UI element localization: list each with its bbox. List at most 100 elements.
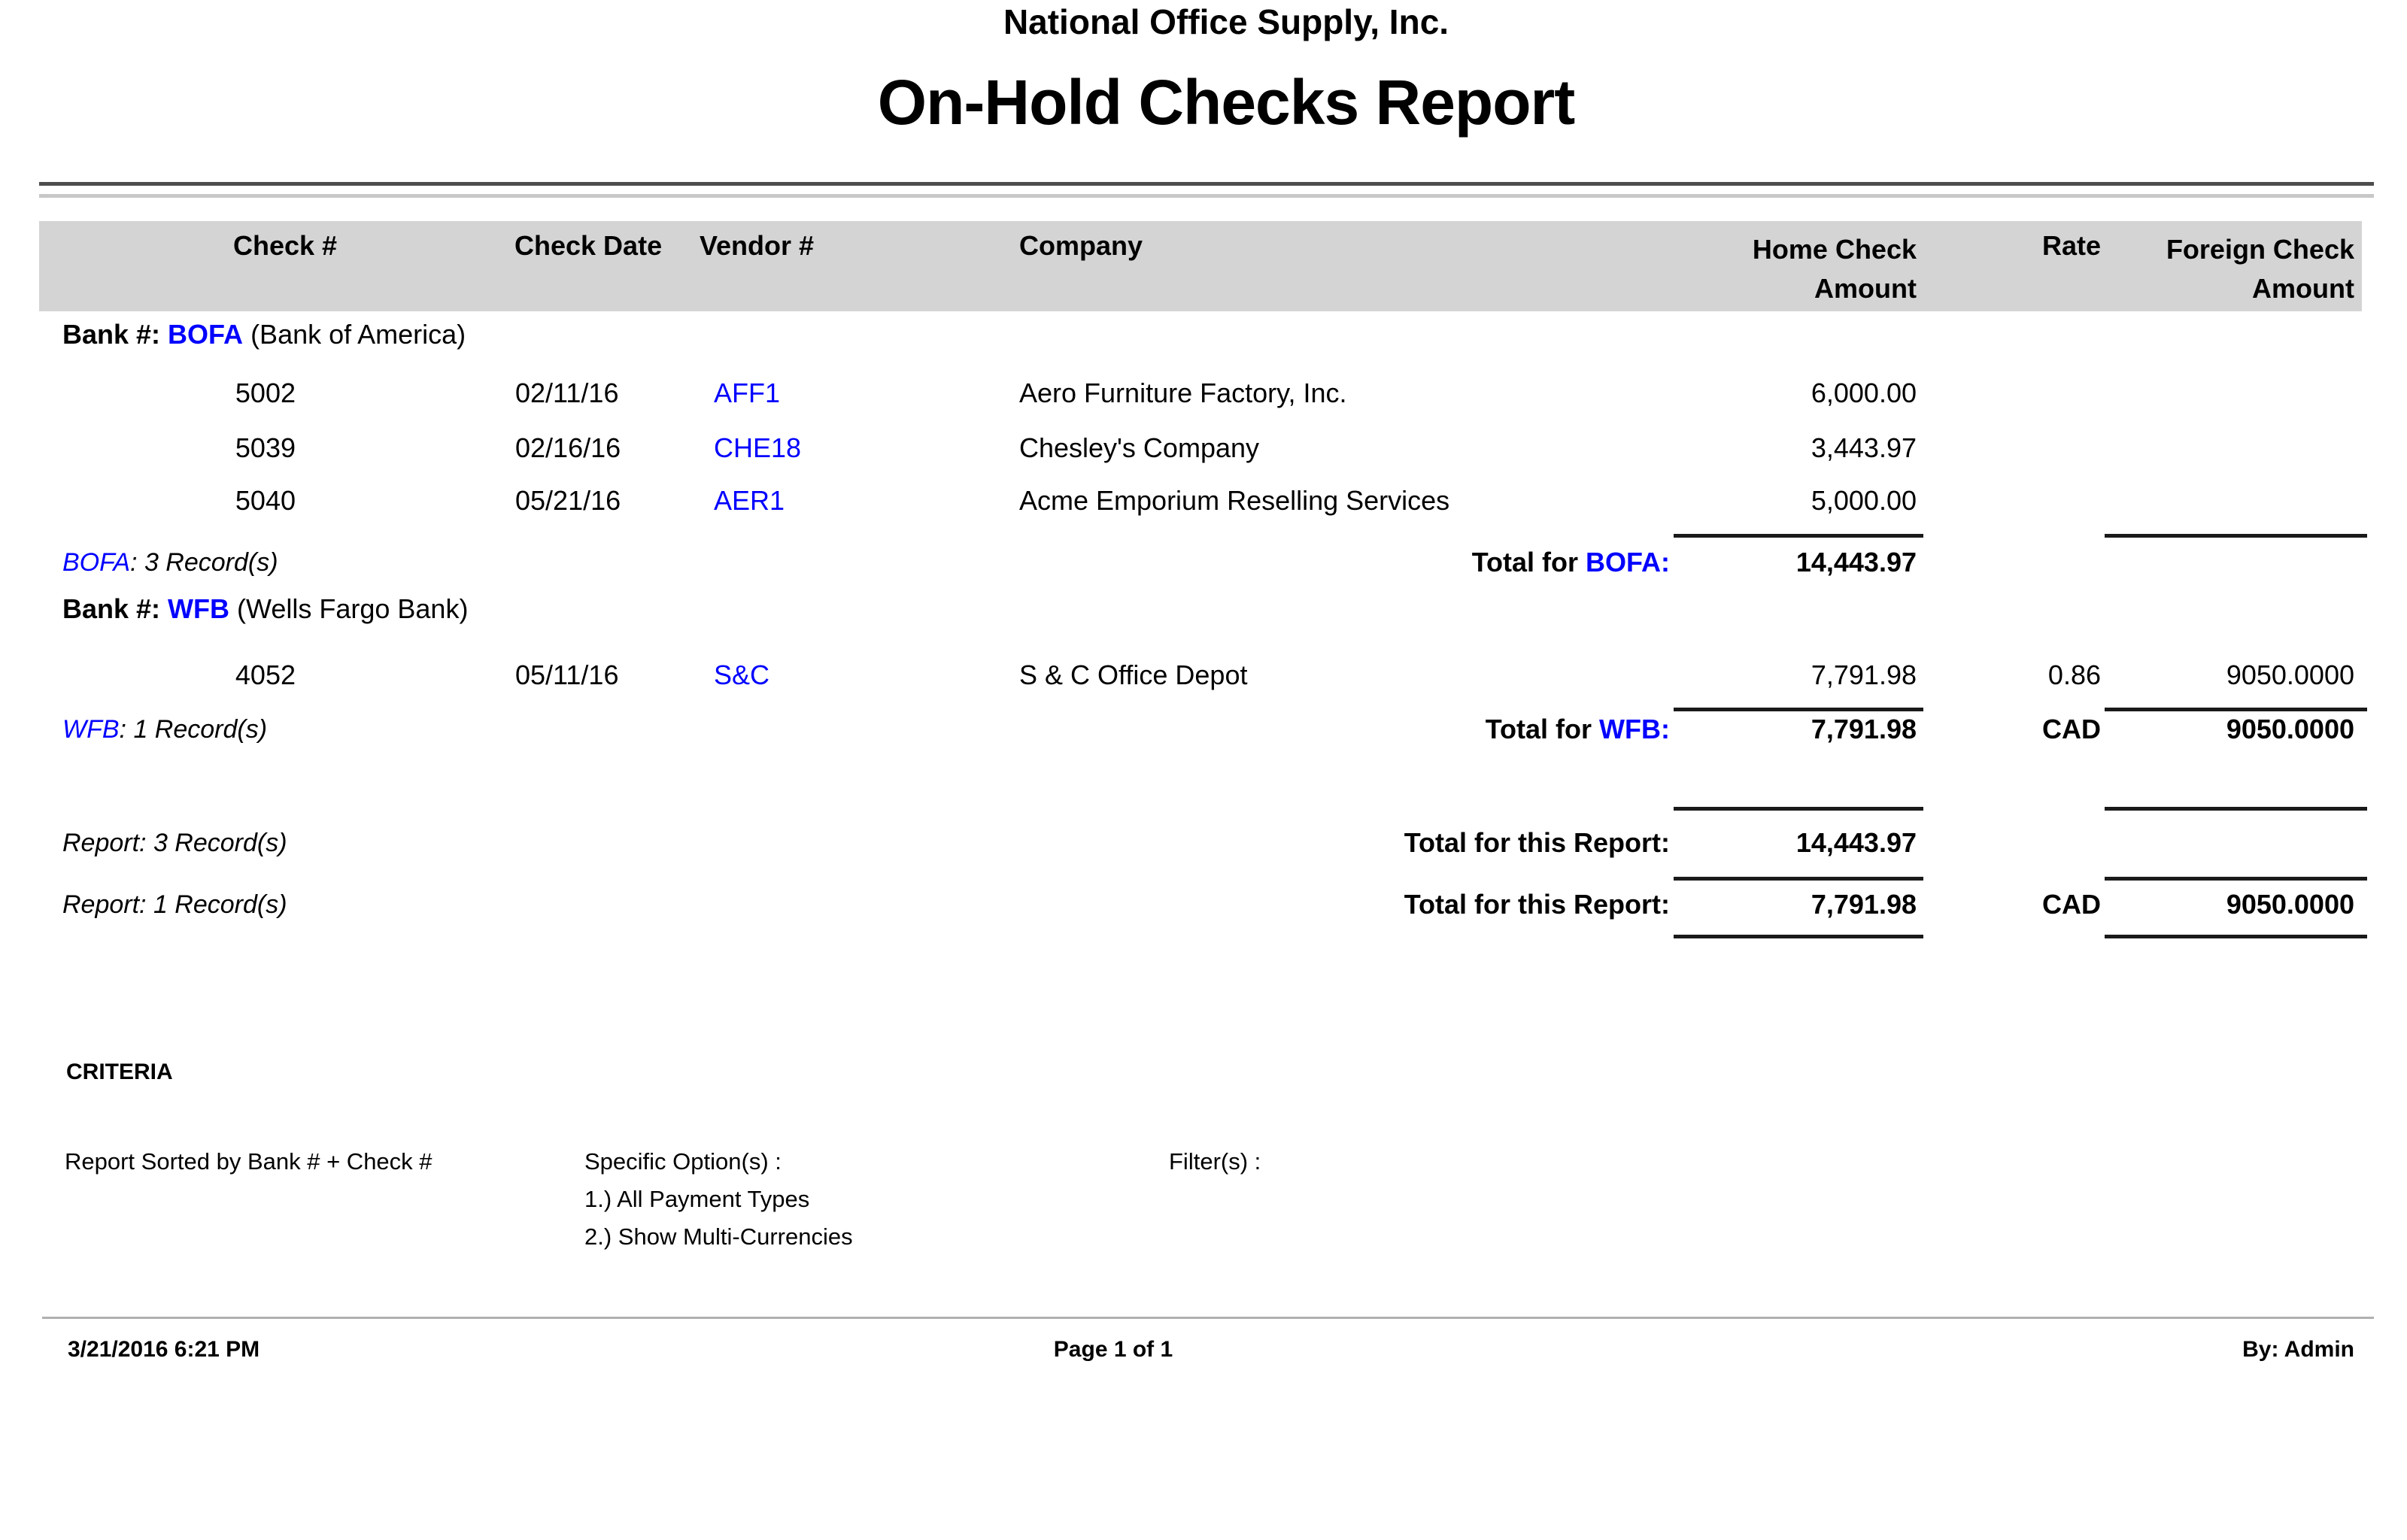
report-bottom-rule-foreign (2105, 935, 2367, 938)
footer-generated-by: By: Admin (2242, 1337, 2354, 1362)
criteria-filters-label: Filter(s) : (1169, 1148, 1261, 1175)
criteria-option-item: 2.) Show Multi-Currencies (584, 1223, 853, 1250)
bank-label: Bank #: (62, 319, 161, 350)
report-total-label: Total for this Report: (1404, 889, 1670, 920)
group-total-home-amount: 7,791.98 (1811, 714, 1917, 744)
column-header-check: Check # (233, 230, 338, 261)
report-total-rule-home (1674, 877, 1923, 881)
company-cell: Aero Furniture Factory, Inc. (1019, 377, 1347, 408)
group-total-home-amount: 14,443.97 (1795, 547, 1917, 578)
table-row: 5002 02/11/16 AFF1 Aero Furniture Factor… (0, 377, 2407, 411)
group-total-rule-home (1674, 708, 1923, 711)
group-record-count: BOFA: 3 Record(s) (62, 546, 278, 579)
check-date-cell: 02/16/16 (515, 432, 621, 463)
vendor-code-link[interactable]: AFF1 (714, 377, 781, 408)
bank-group-header: Bank #: WFB (Wells Fargo Bank) (0, 593, 2407, 627)
home-amount-cell: 7,791.98 (1811, 659, 1917, 690)
report-total-foreign-amount: 9050.0000 (2226, 889, 2354, 920)
column-header-home-line2: Amount (1814, 273, 1917, 304)
group-total-foreign-amount: 9050.0000 (2226, 714, 2354, 744)
group-total-label: Total for BOFA: (1279, 546, 1670, 579)
check-number-cell: 4052 (235, 659, 296, 690)
group-total-currency: CAD (2042, 714, 2101, 744)
report-record-count: Report: 3 Record(s) (62, 829, 287, 857)
title-divider-dark (39, 182, 2374, 186)
group-total-row: BOFA: 3 Record(s) Total for BOFA: 14,443.… (0, 546, 2407, 581)
report-total-row: Report: 3 Record(s) Total for this Repor… (0, 826, 2407, 861)
column-header-foreign-line1: Foreign Check (2166, 234, 2354, 265)
report-bottom-rule-home (1674, 935, 1923, 938)
vendor-code-link[interactable]: CHE18 (714, 432, 802, 463)
report-total-currency: CAD (2042, 889, 2101, 920)
group-total-label: Total for WFB: (1279, 713, 1670, 746)
footer-page-number: Page 1 of 1 (1053, 1337, 1173, 1362)
table-row: 5039 02/16/16 CHE18 Chesley's Company 3,… (0, 432, 2407, 466)
bank-name: (Wells Fargo Bank) (237, 593, 469, 624)
vendor-code-link[interactable]: AER1 (714, 485, 785, 516)
report-total-rule-foreign (2105, 877, 2367, 881)
report-total-rule-home (1674, 807, 1923, 811)
table-row: 5040 05/21/16 AER1 Acme Emporium Reselli… (0, 484, 2407, 519)
bank-label: Bank #: (62, 593, 161, 624)
company-cell: S & C Office Depot (1019, 659, 1248, 690)
column-header-home-line1: Home Check (1752, 234, 1917, 265)
check-date-cell: 02/11/16 (515, 377, 619, 408)
column-header-company: Company (1019, 230, 1143, 261)
home-amount-cell: 5,000.00 (1811, 485, 1917, 516)
column-header-foreign-check-amount: Foreign Check Amount (2129, 230, 2354, 308)
criteria-heading: CRITERIA (66, 1060, 173, 1084)
bank-group-header: Bank #: BOFA (Bank of America) (0, 318, 2407, 353)
bank-code-link[interactable]: BOFA (168, 319, 244, 350)
check-number-cell: 5039 (235, 432, 296, 463)
table-header-band (39, 221, 2362, 311)
group-total-rule-foreign (2105, 534, 2367, 538)
group-total-label-code: WFB: (1599, 714, 1670, 744)
group-record-count-code: BOFA (62, 548, 131, 577)
column-header-home-check-amount: Home Check Amount (1691, 230, 1917, 308)
group-total-label-code: BOFA: (1586, 547, 1670, 578)
title-divider-light (39, 194, 2374, 198)
company-cell: Acme Emporium Reselling Services (1019, 485, 1450, 516)
criteria-options-block: Specific Option(s) : 1.) All Payment Typ… (584, 1143, 853, 1256)
report-total-row: Report: 1 Record(s) Total for this Repor… (0, 888, 2407, 923)
group-total-rule-foreign (2105, 708, 2367, 711)
vendor-code-link[interactable]: S&C (714, 659, 770, 690)
group-total-label-prefix: Total for (1485, 714, 1592, 744)
check-date-cell: 05/11/16 (515, 659, 619, 690)
group-record-count-code: WFB (62, 715, 120, 744)
report-total-home-amount: 7,791.98 (1811, 889, 1917, 920)
table-row: 4052 05/11/16 S&C S & C Office Depot 7,7… (0, 659, 2407, 693)
group-total-rule-home (1674, 534, 1923, 538)
column-header-rate: Rate (2041, 230, 2101, 261)
criteria-options-label: Specific Option(s) : (584, 1148, 782, 1175)
criteria-option-item: 1.) All Payment Types (584, 1186, 810, 1212)
company-name: National Office Supply, Inc. (1003, 2, 1449, 41)
report-total-home-amount: 14,443.97 (1795, 827, 1917, 858)
check-number-cell: 5040 (235, 485, 296, 516)
foreign-amount-cell: 9050.0000 (2226, 659, 2354, 690)
home-amount-cell: 3,443.97 (1811, 432, 1917, 463)
rate-cell: 0.86 (2047, 659, 2101, 690)
company-cell: Chesley's Company (1019, 432, 1260, 463)
group-total-label-prefix: Total for (1471, 547, 1578, 578)
bank-name: (Bank of America) (250, 319, 466, 350)
group-total-row: WFB: 1 Record(s) Total for WFB: 7,791.98 … (0, 713, 2407, 747)
check-date-cell: 05/21/16 (515, 485, 621, 516)
check-number-cell: 5002 (235, 377, 296, 408)
group-record-count: WFB: 1 Record(s) (62, 713, 267, 746)
report-total-label: Total for this Report: (1404, 827, 1670, 858)
bank-code-link[interactable]: WFB (168, 593, 230, 624)
group-record-count-text: : 1 Record(s) (119, 715, 268, 744)
footer-divider (42, 1317, 2374, 1319)
column-header-foreign-line2: Amount (2252, 273, 2354, 304)
criteria-sorted-by: Report Sorted by Bank # + Check # (65, 1148, 433, 1175)
report-record-count: Report: 1 Record(s) (62, 890, 287, 919)
footer-datetime: 3/21/2016 6:21 PM (68, 1337, 260, 1362)
report-title: On-Hold Checks Report (877, 67, 1575, 138)
report-total-rule-foreign (2105, 807, 2367, 811)
column-header-vendor: Vendor # (700, 230, 815, 261)
group-record-count-text: : 3 Record(s) (130, 548, 278, 577)
column-header-check-date: Check Date (514, 230, 663, 261)
home-amount-cell: 6,000.00 (1811, 377, 1917, 408)
